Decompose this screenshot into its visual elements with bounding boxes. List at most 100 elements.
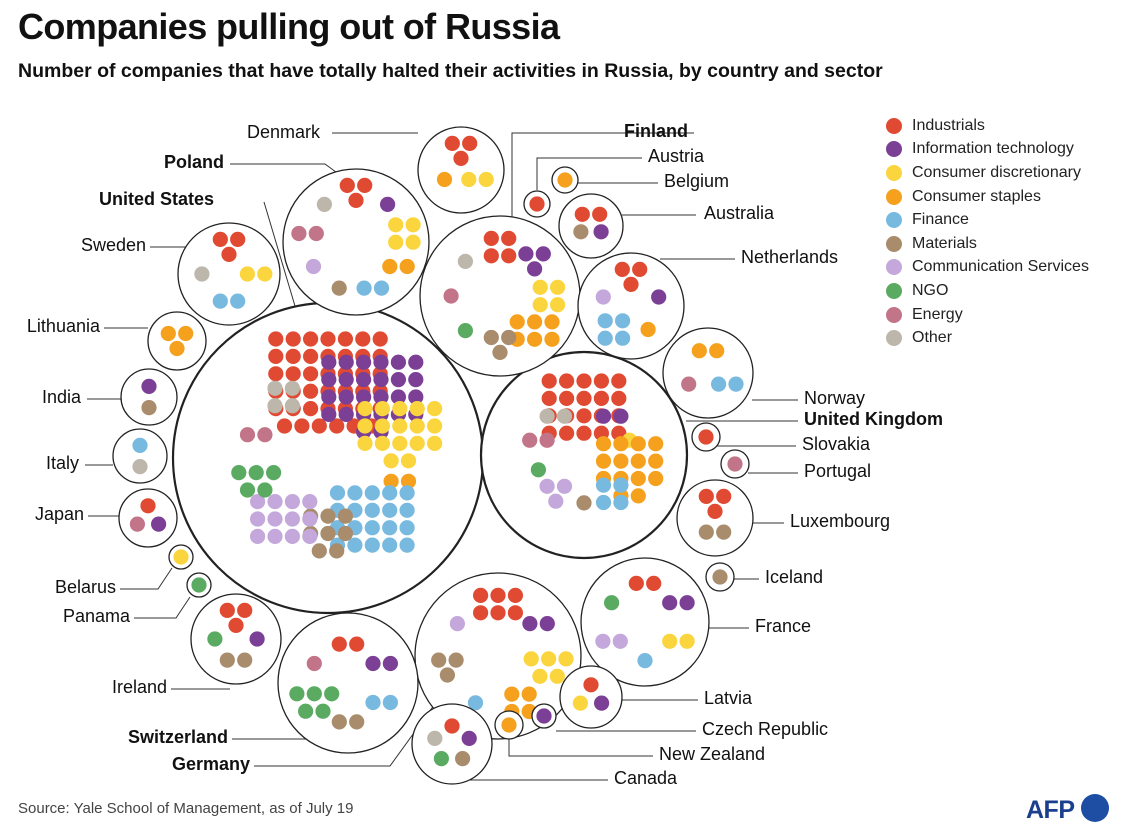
legend-item-other: Other xyxy=(886,326,1089,350)
cluster-poland-industrials xyxy=(339,177,373,208)
cluster-poland-consumer-discretionary xyxy=(388,217,421,250)
dot-united-states-industrials-9 xyxy=(285,348,301,364)
dot-france-information-technology-1 xyxy=(662,595,678,611)
country-label-netherlands: Netherlands xyxy=(741,247,838,267)
dot-united-states-information-technology-11 xyxy=(390,372,406,388)
dot-norway-consumer-staples-2 xyxy=(709,343,725,359)
dot-switzerland-ngo-5 xyxy=(315,703,331,719)
country-label-luxembourg: Luxembourg xyxy=(790,511,890,531)
cluster-germany-finance xyxy=(467,695,484,711)
cluster-denmark-consumer-discretionary xyxy=(461,171,494,188)
dot-sweden-finance-1 xyxy=(212,293,228,309)
dot-united-kingdom-finance-4 xyxy=(613,494,629,511)
dot-finland-industrials-1 xyxy=(483,230,499,246)
dot-france-consumer-discretionary-2 xyxy=(679,633,695,649)
dot-united-states-other-3 xyxy=(267,398,283,414)
legend-item-finance: Finance xyxy=(886,208,1089,232)
dot-united-states-communication-services-5 xyxy=(250,511,266,527)
dot-india-information-technology-1 xyxy=(141,378,157,394)
dot-united-states-finance-5 xyxy=(399,485,415,501)
dot-united-states-consumer-discretionary-11 xyxy=(357,435,373,451)
cluster-netherlands-information-technology xyxy=(651,289,667,305)
dot-united-states-finance-8 xyxy=(364,502,380,518)
dot-germany-consumer-staples-2 xyxy=(521,686,537,702)
dot-netherlands-finance-4 xyxy=(615,330,631,346)
cluster-united-states-other xyxy=(267,380,300,414)
dot-australia-industrials-2 xyxy=(592,206,608,222)
cluster-united-states-energy xyxy=(239,427,273,443)
dot-united-states-materials-6 xyxy=(337,525,353,542)
dot-iceland-materials-1 xyxy=(712,569,728,585)
dot-united-states-finance-20 xyxy=(399,537,415,553)
dot-united-states-other-1 xyxy=(267,380,283,396)
legend-swatch-energy xyxy=(886,306,902,323)
dot-united-states-information-technology-15 xyxy=(356,389,372,405)
cluster-ireland-information-technology xyxy=(249,631,265,647)
leader-line-finland xyxy=(511,132,694,217)
dot-france-communication-services-2 xyxy=(612,633,628,649)
dot-united-states-materials-2 xyxy=(320,508,336,524)
legend-label-ngo: NGO xyxy=(912,281,949,299)
dot-poland-consumer-discretionary-3 xyxy=(388,234,404,250)
dot-finland-other-1 xyxy=(457,253,473,269)
country-label-sweden: Sweden xyxy=(81,235,146,255)
cluster-belgium-consumer-staples xyxy=(557,172,573,188)
dot-poland-finance-2 xyxy=(373,280,390,296)
dot-finland-consumer-discretionary-2 xyxy=(550,279,566,295)
cluster-japan-energy xyxy=(129,516,145,532)
dot-united-kingdom-industrials-13 xyxy=(576,408,592,424)
cluster-denmark-industrials xyxy=(444,135,478,166)
country-label-slovakia: Slovakia xyxy=(802,434,871,454)
dot-finland-consumer-staples-6 xyxy=(544,331,560,347)
dot-sweden-industrials-3 xyxy=(221,246,237,262)
country-label-norway: Norway xyxy=(804,388,865,408)
dot-denmark-consumer-staples-1 xyxy=(436,171,453,188)
dot-united-states-finance-3 xyxy=(364,485,380,501)
dot-united-kingdom-industrials-18 xyxy=(576,425,592,441)
dot-germany-communication-services-1 xyxy=(449,616,465,632)
dot-germany-consumer-staples-1 xyxy=(504,686,520,702)
dot-finland-information-technology-1 xyxy=(518,246,534,262)
dot-united-kingdom-information-technology-2 xyxy=(613,408,629,424)
cluster-finland-ngo xyxy=(457,323,473,339)
country-poland: Poland xyxy=(164,152,430,316)
cluster-poland-finance xyxy=(356,280,390,296)
dot-united-states-industrials-16 xyxy=(285,366,301,382)
dot-netherlands-finance-3 xyxy=(597,330,613,346)
dot-netherlands-consumer-staples-1 xyxy=(640,321,656,338)
dot-finland-consumer-staples-3 xyxy=(544,314,560,330)
dot-luxembourg-industrials-1 xyxy=(698,488,714,504)
country-france: France xyxy=(580,557,811,687)
dot-canada-materials-1 xyxy=(455,751,471,767)
leader-line-poland xyxy=(230,163,341,176)
dot-sweden-other-1 xyxy=(194,266,210,282)
cluster-finland-industrials xyxy=(483,230,517,264)
cluster-france-finance xyxy=(637,653,653,669)
dot-norway-finance-2 xyxy=(728,376,744,392)
dot-netherlands-communication-services-1 xyxy=(595,289,611,305)
dot-switzerland-industrials-1 xyxy=(331,636,347,652)
dot-denmark-industrials-3 xyxy=(453,150,469,166)
dot-united-states-communication-services-11 xyxy=(284,528,300,545)
legend-swatch-other xyxy=(886,330,902,347)
dot-poland-consumer-staples-1 xyxy=(382,258,398,275)
cluster-sweden-industrials xyxy=(212,231,246,262)
dot-united-states-consumer-staples-1 xyxy=(383,473,399,489)
cluster-ireland-materials xyxy=(219,652,253,668)
dot-germany-consumer-discretionary-2 xyxy=(541,651,557,667)
country-switzerland: Switzerland xyxy=(128,612,419,754)
legend-item-industrials: Industrials xyxy=(886,114,1089,138)
dot-ireland-materials-1 xyxy=(219,652,235,668)
dot-japan-industrials-1 xyxy=(140,498,156,514)
dot-united-kingdom-industrials-9 xyxy=(593,390,610,406)
dot-united-states-consumer-discretionary-10 xyxy=(427,418,443,434)
dot-united-states-information-technology-12 xyxy=(408,372,424,388)
dot-switzerland-ngo-1 xyxy=(289,686,305,702)
dot-united-states-finance-15 xyxy=(399,520,415,536)
dot-united-kingdom-information-technology-1 xyxy=(595,408,612,424)
dot-finland-energy-1 xyxy=(443,288,459,304)
dot-finland-information-technology-2 xyxy=(535,246,551,262)
dot-united-states-materials-5 xyxy=(320,525,336,542)
dot-australia-information-technology-1 xyxy=(593,224,609,240)
country-india: India xyxy=(42,368,178,426)
